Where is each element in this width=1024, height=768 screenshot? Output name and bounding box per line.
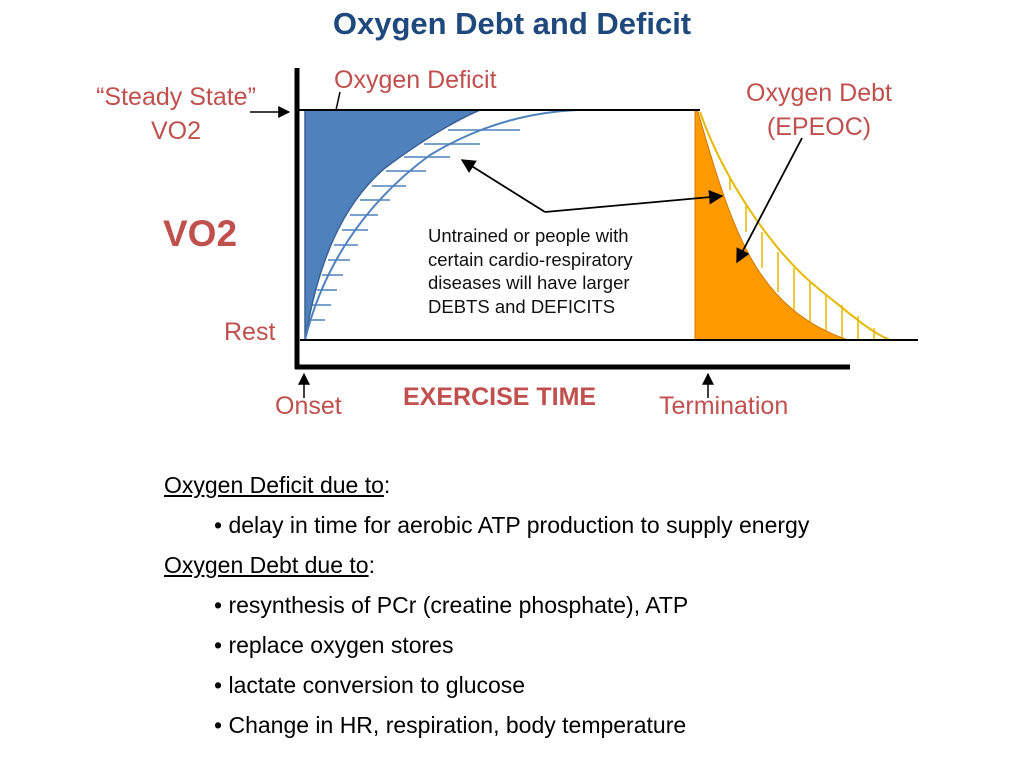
untrained-note: Untrained or people with certain cardio-… <box>428 224 678 318</box>
deficit-item: • delay in time for aerobic ATP producti… <box>214 512 809 539</box>
steady-state-line1: “Steady State” <box>96 83 256 111</box>
oxygen-debt-label: Oxygen Debt (EPEOC) <box>714 76 924 144</box>
note-arrow-right <box>544 189 724 213</box>
oxygen-debt-line1: Oxygen Debt <box>746 79 892 107</box>
oxygen-deficit-area <box>304 109 481 341</box>
oxygen-debt-diagram <box>250 68 918 398</box>
debt-item: • resynthesis of PCr (creatine phosphate… <box>214 592 688 619</box>
note-line: certain cardio-respiratory <box>428 248 633 270</box>
bullet: • <box>214 632 223 658</box>
debt-heading-line: Oxygen Debt due to: <box>164 552 375 579</box>
debt-arrow <box>736 137 803 264</box>
note-line: Untrained or people with <box>428 225 629 246</box>
debt-item-text: replace oxygen stores <box>228 632 454 658</box>
debt-item: • lactate conversion to glucose <box>214 672 525 699</box>
deficit-item-text: delay in time for aerobic ATP production… <box>228 512 810 538</box>
deficit-heading: Oxygen Deficit due to <box>164 472 384 498</box>
bullet: • <box>214 592 223 618</box>
untrained-uptake-curve <box>304 109 579 341</box>
vo2-axis-label: VO2 <box>163 213 238 254</box>
debt-item-text: Change in HR, respiration, body temperat… <box>228 712 687 738</box>
deficit-label-pointer <box>335 91 341 111</box>
note-line: DEBTS and DEFICITS <box>428 295 616 317</box>
debt-item: • Change in HR, respiration, body temper… <box>214 712 686 739</box>
page-title: Oxygen Debt and Deficit <box>332 6 692 41</box>
oxygen-debt-line2: (EPEOC) <box>766 113 872 141</box>
untrained-debt-hatch <box>715 150 875 340</box>
debt-item-text: lactate conversion to glucose <box>228 672 526 698</box>
steady-state-label: “Steady State” VO2 <box>60 80 292 148</box>
note-line: diseases will have larger <box>428 272 630 293</box>
colon: : <box>368 552 375 578</box>
deficit-heading-line: Oxygen Deficit due to: <box>164 472 390 499</box>
termination-label: Termination <box>659 392 789 420</box>
bullet: • <box>214 672 223 698</box>
oxygen-deficit-label: Oxygen Deficit <box>334 66 497 94</box>
steady-state-line2: VO2 <box>150 117 202 145</box>
exercise-time-label: EXERCISE TIME <box>403 383 597 411</box>
bullet: • <box>214 512 223 538</box>
note-arrow-left <box>460 159 546 213</box>
untrained-recovery-curve <box>699 111 891 341</box>
debt-item: • replace oxygen stores <box>214 632 453 659</box>
rest-label: Rest <box>224 318 276 346</box>
debt-heading: Oxygen Debt due to <box>164 552 369 578</box>
onset-label: Onset <box>275 392 342 420</box>
debt-item-text: resynthesis of PCr (creatine phosphate),… <box>228 592 689 618</box>
colon: : <box>383 472 391 498</box>
bullet: • <box>214 712 223 738</box>
oxygen-debt-area <box>694 109 849 341</box>
